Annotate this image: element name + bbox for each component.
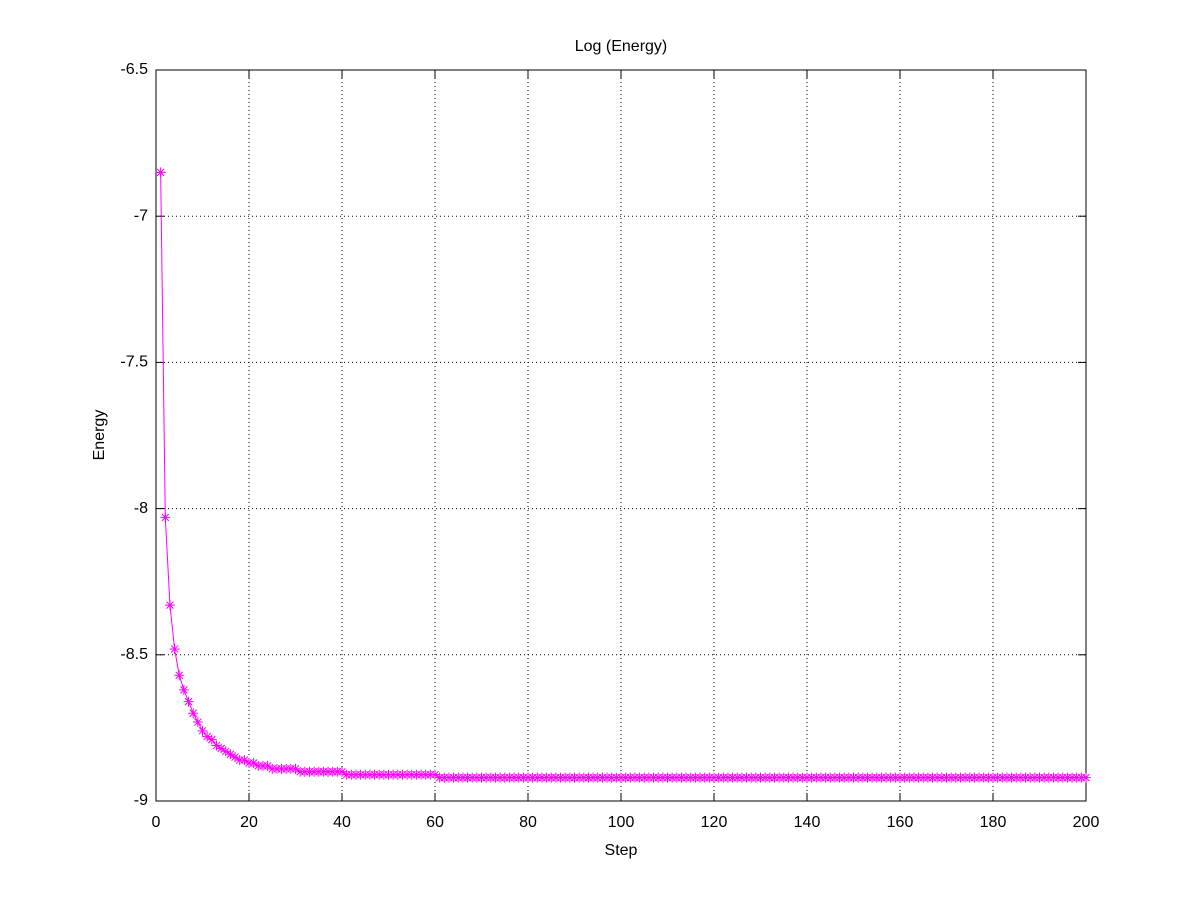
data-marker bbox=[197, 725, 208, 736]
x-axis-label: Step bbox=[605, 842, 638, 859]
x-tick-label: 80 bbox=[519, 814, 537, 831]
data-marker bbox=[248, 757, 259, 768]
x-tick-label: 160 bbox=[887, 814, 914, 831]
x-tick-label: 180 bbox=[980, 814, 1007, 831]
data-marker bbox=[220, 746, 231, 757]
data-marker bbox=[239, 755, 250, 766]
data-marker bbox=[337, 766, 347, 777]
y-tick-label: -8.5 bbox=[120, 646, 148, 663]
data-marker bbox=[262, 760, 273, 771]
data-marker bbox=[188, 708, 199, 719]
data-marker bbox=[160, 512, 171, 523]
x-tick-label: 0 bbox=[152, 814, 161, 831]
data-marker bbox=[230, 752, 241, 763]
y-tick-label: -7 bbox=[134, 207, 148, 224]
data-marker bbox=[169, 643, 180, 654]
x-tick-label: 140 bbox=[794, 814, 821, 831]
data-marker bbox=[290, 763, 301, 774]
x-tick-label: 40 bbox=[333, 814, 351, 831]
data-marker bbox=[225, 749, 236, 760]
x-tick-label: 120 bbox=[701, 814, 728, 831]
data-marker bbox=[430, 769, 440, 780]
y-axis-label: Energy bbox=[91, 410, 108, 461]
chart-title: Log (Energy) bbox=[575, 38, 668, 55]
data-marker bbox=[178, 684, 189, 695]
x-tick-label: 200 bbox=[1073, 814, 1100, 831]
data-marker bbox=[211, 740, 222, 751]
data-marker bbox=[183, 696, 194, 707]
y-tick-label: -9 bbox=[134, 792, 148, 809]
plot-frame bbox=[155, 69, 1087, 802]
data-marker bbox=[206, 734, 217, 745]
y-tick-label: -7.5 bbox=[120, 354, 148, 371]
data-marker bbox=[202, 731, 213, 742]
data-marker bbox=[155, 167, 166, 178]
x-tick-label: 60 bbox=[426, 814, 444, 831]
data-marker bbox=[192, 717, 203, 728]
y-tick-label: -6.5 bbox=[120, 61, 148, 78]
data-marker bbox=[174, 670, 185, 681]
x-tick-label: 20 bbox=[240, 814, 258, 831]
data-marker bbox=[164, 600, 175, 611]
y-tick-label: -8 bbox=[134, 500, 148, 517]
data-marker bbox=[1081, 772, 1091, 783]
data-marker bbox=[216, 743, 227, 754]
x-tick-label: 100 bbox=[608, 814, 635, 831]
